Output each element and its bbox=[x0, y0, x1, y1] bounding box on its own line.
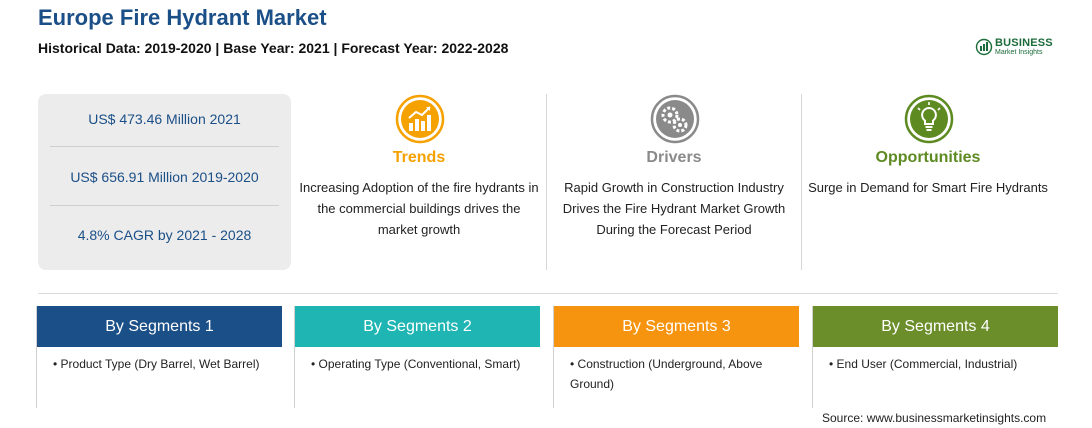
segment-3-header: By Segments 3 bbox=[554, 306, 799, 347]
trends-title: Trends bbox=[392, 149, 446, 166]
segment-4-item: • End User (Commercial, Industrial) bbox=[829, 357, 1018, 371]
gears-icon bbox=[650, 94, 700, 144]
page-subtitle: Historical Data: 2019-2020 | Base Year: … bbox=[38, 40, 509, 56]
segment-1-item: • Product Type (Dry Barrel, Wet Barrel) bbox=[53, 357, 260, 371]
trend-chart-icon bbox=[395, 94, 445, 144]
lightbulb-icon bbox=[904, 94, 954, 144]
stats-divider bbox=[50, 146, 279, 147]
segment-1-header: By Segments 1 bbox=[37, 306, 282, 347]
segment-card-3: By Segments 3 • Construction (Undergroun… bbox=[553, 306, 799, 408]
column-divider bbox=[546, 94, 547, 270]
segment-card-4: By Segments 4 • End User (Commercial, In… bbox=[812, 306, 1058, 408]
segment-2-header: By Segments 2 bbox=[295, 306, 540, 347]
stats-panel: US$ 473.46 Million 2021 US$ 656.91 Milli… bbox=[38, 94, 291, 270]
segment-2-item: • Operating Type (Conventional, Smart) bbox=[311, 357, 521, 371]
globe-logo-icon bbox=[975, 38, 993, 56]
segment-card-2: By Segments 2 • Operating Type (Conventi… bbox=[294, 306, 540, 408]
logo-name: BUSINESS bbox=[995, 37, 1053, 49]
stat-market-2021: US$ 473.46 Million 2021 bbox=[88, 111, 241, 127]
stat-market-historical: US$ 656.91 Million 2019-2020 bbox=[70, 169, 259, 185]
source-note: Source: www.businessmarketinsights.com bbox=[822, 411, 1047, 425]
brand-logo: BUSINESS Market Insights bbox=[975, 36, 1065, 60]
trends-text: Increasing Adoption of the fire hydrants… bbox=[299, 180, 539, 237]
stats-divider bbox=[50, 205, 279, 206]
segment-3-item: • Construction (Underground, Above Groun… bbox=[570, 357, 763, 391]
page-title: Europe Fire Hydrant Market bbox=[38, 5, 327, 30]
drivers-title: Drivers bbox=[646, 149, 702, 166]
column-divider bbox=[801, 94, 802, 270]
stat-cagr: 4.8% CAGR by 2021 - 2028 bbox=[77, 227, 252, 243]
segment-4-header: By Segments 4 bbox=[813, 306, 1058, 347]
drivers-text: Rapid Growth in Construction Industry Dr… bbox=[562, 180, 786, 237]
section-divider bbox=[38, 293, 1058, 294]
opportunities-title: Opportunities bbox=[875, 149, 981, 166]
logo-tagline: Market Insights bbox=[995, 49, 1043, 56]
opportunities-text: Surge in Demand for Smart Fire Hydrants bbox=[808, 180, 1048, 195]
segment-card-1: By Segments 1 • Product Type (Dry Barrel… bbox=[36, 306, 282, 408]
